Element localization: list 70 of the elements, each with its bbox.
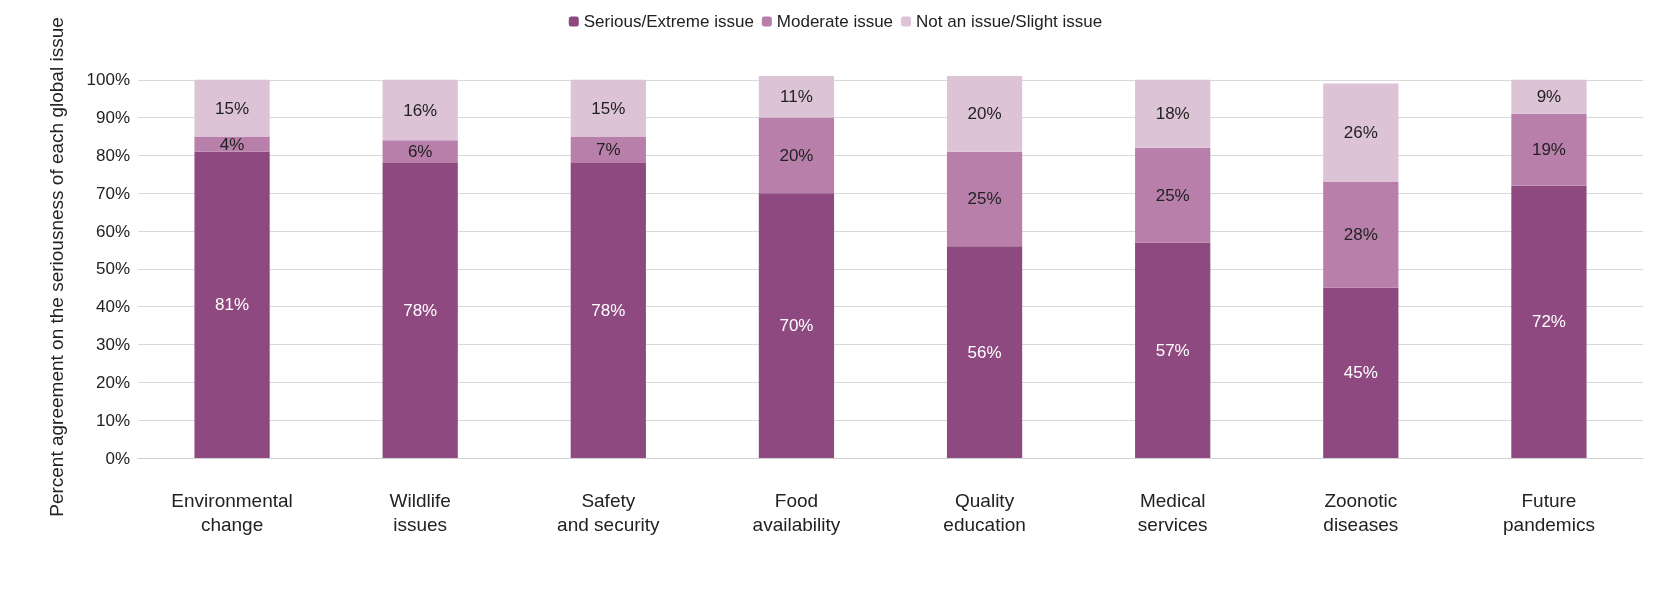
bar [946,246,1023,458]
bar [382,79,458,141]
bar [382,140,458,163]
data-label: 45% [1343,363,1378,383]
legend-label: Serious/Extreme issue [583,12,754,31]
data-label: 56% [967,342,1002,362]
bar [1323,287,1399,458]
bar [194,79,270,137]
bar [1135,242,1211,458]
data-label: 16% [403,100,438,120]
data-label: 57% [1155,340,1190,360]
data-label: 81% [215,295,250,315]
y-tick-label: 90% [95,108,130,128]
data-label: 20% [967,104,1002,124]
x-tick-label: Safety and security [557,489,661,535]
y-axis-title: Percent agreement on the seriousness of each global issue [45,17,67,517]
data-label: 6% [407,142,433,162]
x-tick-label: Zoonotic diseases [1323,489,1399,535]
y-tick-label: 60% [95,221,130,241]
bar [758,76,835,118]
bar [1511,185,1587,458]
y-tick-label: 50% [95,259,130,279]
y-tick-label: 70% [95,183,130,203]
y-tick-label: 40% [95,297,130,317]
data-label: 18% [1155,104,1190,124]
data-label: 28% [1343,225,1378,245]
bar [382,162,458,458]
y-tick-label: 100% [86,70,130,90]
bar [758,193,835,458]
legend-label: Moderate issue [776,12,894,31]
data-label: 26% [1343,123,1378,143]
data-label: 19% [1531,140,1566,160]
bar [946,76,1023,152]
y-tick-label: 0% [105,448,130,468]
bar [1511,79,1587,114]
bar [1135,147,1211,243]
x-tick-label: Wildlife issues [389,489,451,535]
data-label: 4% [219,134,245,154]
data-label: 78% [591,300,626,320]
bar [570,136,646,163]
data-label: 25% [967,189,1002,209]
data-label: 9% [1536,87,1562,107]
x-tick-label: Future pandemics [1502,489,1595,535]
y-tick-label: 80% [95,145,130,165]
data-label: 7% [596,140,621,160]
bar [570,162,646,458]
x-tick-label: Medical services [1137,489,1208,535]
data-label: 70% [779,316,814,336]
data-label: 11% [780,87,813,107]
bar [1323,83,1399,182]
data-label: 15% [215,98,250,118]
legend-label: Not an issue/Slight issue [916,12,1103,31]
bar [1135,79,1211,148]
x-tick-label: Quality education [943,489,1026,535]
bar [946,151,1023,247]
data-label: 78% [403,300,438,320]
bar [194,151,270,458]
bar [1323,181,1399,288]
bar [570,79,646,137]
data-label: 72% [1531,312,1566,332]
data-label: 25% [1155,185,1190,205]
bar [1511,113,1587,186]
data-label: 20% [779,145,814,165]
x-tick-label: Food availability [752,489,841,535]
data-label: 15% [591,98,626,118]
y-tick-label: 30% [95,335,130,355]
y-tick-label: 10% [95,410,130,430]
y-tick-label: 20% [95,372,130,392]
bar [758,117,835,194]
x-tick-label: Environmental change [171,489,293,535]
